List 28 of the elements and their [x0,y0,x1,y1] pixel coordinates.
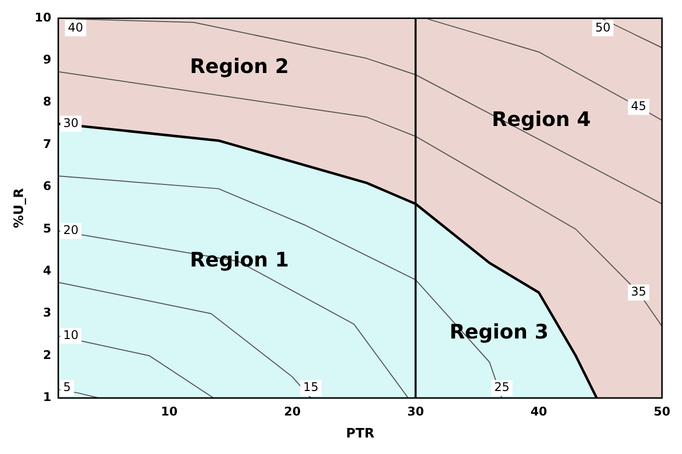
y-tick-label: 1 [42,390,52,404]
series-label: 45 [630,98,646,113]
x-tick-label: 40 [530,404,548,418]
series-label: 5 [63,380,71,394]
series-label: 35 [630,284,646,299]
x-tick-label: 10 [160,404,178,418]
y-tick-label: 8 [42,94,52,109]
x-tick-label: 30 [407,404,424,418]
x-axis-title: PTR [346,426,374,442]
y-tick-label: 9 [42,52,52,67]
x-tick-label: 50 [654,404,670,418]
series-label: 10 [63,328,79,342]
y-tick-label: 6 [42,179,52,194]
y-tick-label: 2 [42,348,52,362]
series-label: 25 [494,380,510,394]
series-label: 15 [303,380,319,394]
y-tick-label: 7 [42,136,52,151]
y-tick-label: 10 [34,10,52,24]
annotation: Region 2 [190,54,289,78]
series-label: 30 [63,116,79,130]
y-tick-label: 3 [42,306,52,320]
series-label: 50 [595,20,611,34]
y-tick-label: 5 [42,221,52,236]
series-label: 40 [68,20,84,34]
y-axis-title: %U_R [12,188,28,228]
series-label: 20 [63,223,79,238]
x-tick-label: 20 [284,404,301,418]
y-tick-label: 4 [42,264,52,278]
